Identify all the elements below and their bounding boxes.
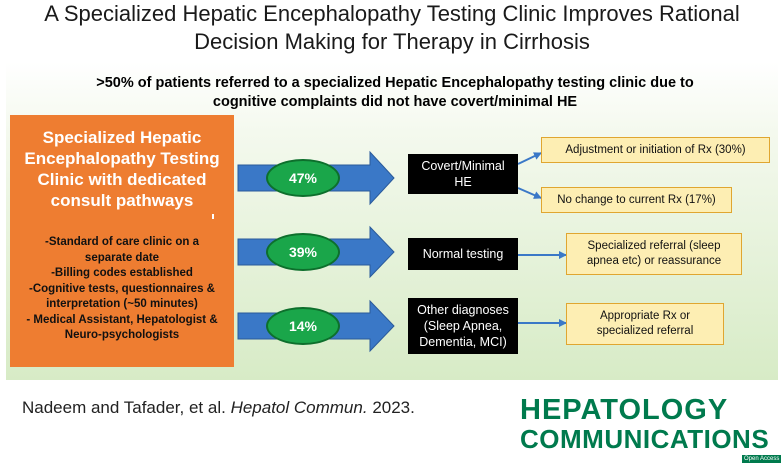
key-finding: >50% of patients referred to a specializ… [40,74,750,112]
diagnosis-line: HE [454,175,472,189]
clinic-box: Specialized Hepatic Encephalopathy Testi… [10,115,234,367]
journal-logo-line-1: HEPATOLOGY [520,394,729,426]
clinic-title-line: consult pathways [50,191,194,210]
diagnosis-box-3: Other diagnoses (Sleep Apnea, Dementia, … [408,298,518,354]
diagnosis-line: Normal testing [422,247,504,261]
outcome-box-1b: No change to current Rx (17%) [541,187,732,213]
page-title: A Specialized Hepatic Encephalopathy Tes… [0,0,784,56]
diagnosis-box-1: Covert/Minimal HE [408,154,518,194]
journal-logo-line-2: COMMUNICATIONS [520,424,770,454]
diagnosis-line: (Sleep Apnea, [423,319,503,333]
clinic-title-line: Specialized Hepatic [42,128,202,147]
key-finding-line-2: cognitive complaints did not have covert… [212,94,578,110]
citation-year: 2023. [372,398,415,417]
percent-oval-2: 39% [266,233,340,271]
citation-authors: Nadeem and Tafader, et al. [22,398,226,417]
title-line-1: A Specialized Hepatic Encephalopathy Tes… [44,1,740,26]
outcome-box-2: Specialized referral (sleep apnea etc) o… [566,233,742,275]
clinic-detail-line: -Cognitive tests, questionnaires & [29,282,215,295]
percent-oval-1: 47% [266,159,340,197]
title-line-2: Decision Making for Therapy in Cirrhosis [194,29,590,54]
clinic-detail-line: Neuro-psychologists [64,329,180,341]
clinic-title-line: Clinic with dedicated [37,170,207,189]
clinic-detail-line: separate date [84,251,160,264]
outcome-box-3: Appropriate Rx or specialized referral [566,303,724,345]
connector-arrow-1a [517,152,542,165]
clinic-title: Specialized Hepatic Encephalopathy Testi… [18,127,226,211]
connector-arrow-1b [517,187,542,199]
percent-oval-3: 14% [266,307,340,345]
key-finding-line-1: >50% of patients referred to a specializ… [96,75,694,91]
outcome-box-1a: Adjustment or initiation of Rx (30%) [541,137,770,163]
diagnosis-line: Covert/Minimal [421,159,505,173]
clinic-title-line: Encephalopathy Testing [24,149,220,168]
diagnosis-line: Dementia, MCI) [419,335,507,349]
clinic-detail-line: interpretation (~50 minutes) [46,298,198,310]
diagnosis-line: Other diagnoses [417,303,509,317]
citation-journal: Hepatol Commun. [230,398,368,417]
clinic-detail-line: -Standard of care clinic on a [44,236,199,248]
decorative-mark [212,214,214,219]
open-access-badge: Open Access [742,455,782,463]
clinic-detail-line: - Medical Assistant, Hepatologist & [26,313,218,326]
diagnosis-box-2: Normal testing [408,238,518,270]
clinic-details: -Standard of care clinic on a separate d… [14,235,230,344]
clinic-detail-line: -Billing codes established [51,267,193,279]
citation: Nadeem and Tafader, et al. Hepatol Commu… [22,398,415,418]
